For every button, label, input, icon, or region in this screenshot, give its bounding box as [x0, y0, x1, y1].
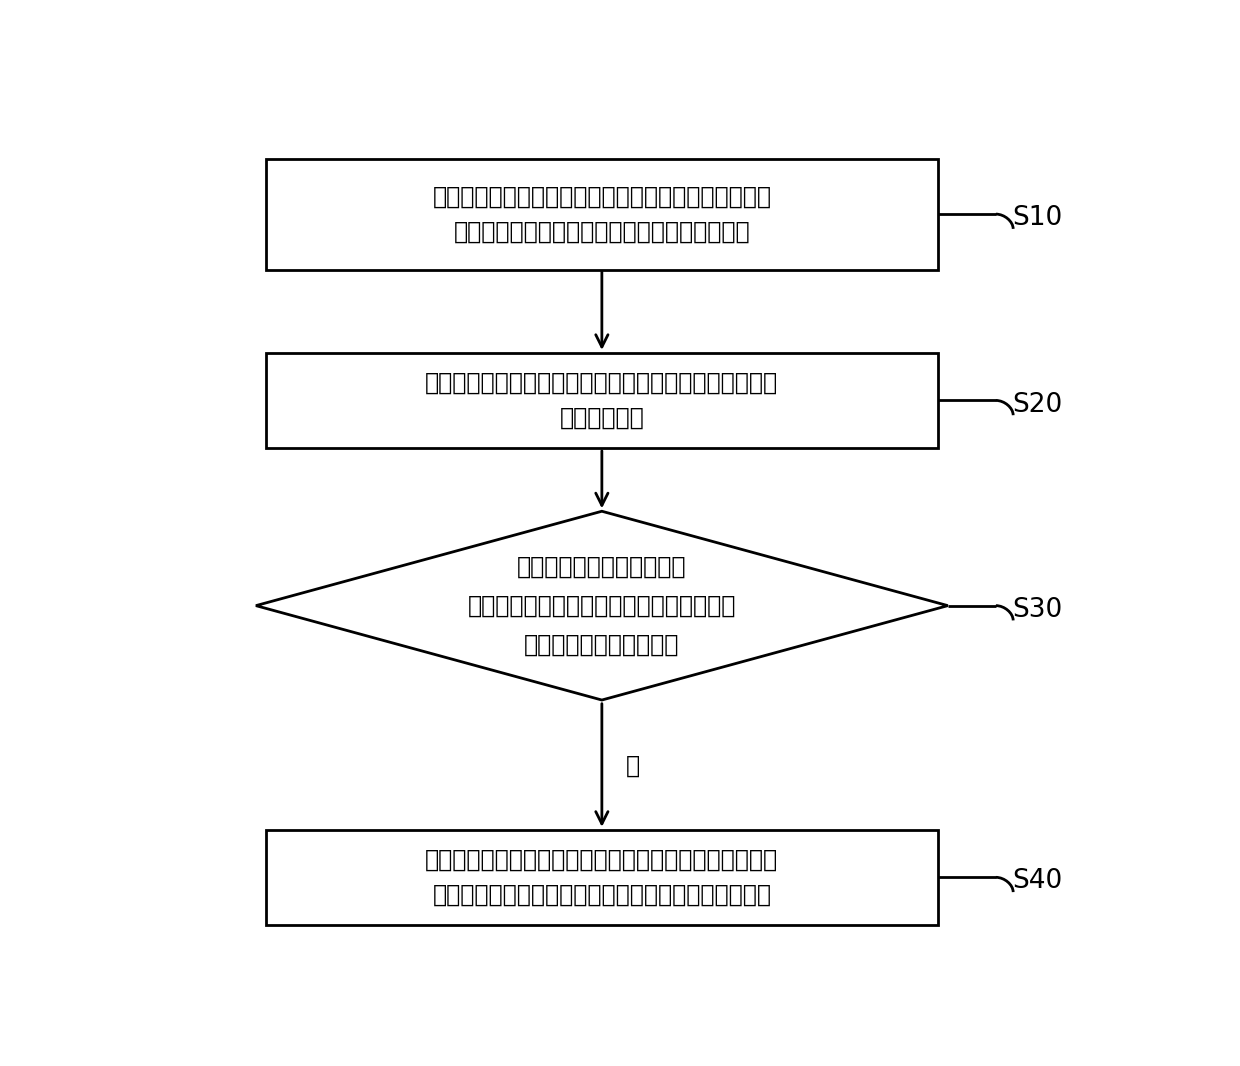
Text: 调整所述优化工艺参数组合，直至所述差值小于预设阈值
时，将此时的优化工艺参数组合作为最优工艺参数组合: 调整所述优化工艺参数组合，直至所述差值小于预设阈值 时，将此时的优化工艺参数组合…	[425, 847, 779, 907]
Text: S30: S30	[1012, 597, 1063, 623]
FancyBboxPatch shape	[265, 830, 939, 924]
Text: S20: S20	[1012, 391, 1063, 418]
FancyBboxPatch shape	[265, 353, 939, 448]
Text: 根据预设目标熔深数据与所述非线性映射关系，确定优化
工艺参数组合: 根据预设目标熔深数据与所述非线性映射关系，确定优化 工艺参数组合	[425, 371, 779, 431]
Text: 利用预设训练样本对预设神经网络模型进行训练，获取
焊接工艺参数与熔深数据之间的非线性映射关系: 利用预设训练样本对预设神经网络模型进行训练，获取 焊接工艺参数与熔深数据之间的非…	[433, 184, 771, 244]
Polygon shape	[255, 512, 947, 700]
Text: S10: S10	[1012, 206, 1063, 231]
Text: 判断所述优化工艺参数组合
所映射的熔深数据与预设目标熔深数据之间
的差值是否小于预设阈值: 判断所述优化工艺参数组合 所映射的熔深数据与预设目标熔深数据之间 的差值是否小于…	[467, 554, 737, 657]
Text: 否: 否	[626, 754, 640, 777]
FancyBboxPatch shape	[265, 159, 939, 270]
Text: S40: S40	[1012, 869, 1063, 894]
